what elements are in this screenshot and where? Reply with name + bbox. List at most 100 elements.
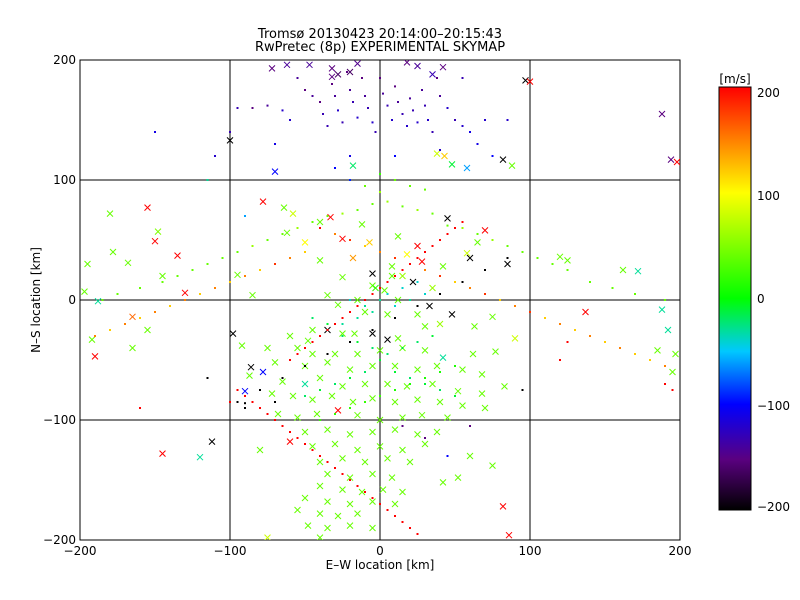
data-point-dot [386,509,389,511]
data-point-cross [306,61,313,69]
data-point-cross [289,392,297,400]
data-point-cross [394,296,402,304]
data-point-dot [559,359,561,361]
data-point-dot [364,491,366,493]
data-point-dot [337,109,339,112]
data-point-dot [346,71,348,73]
data-point-dot [281,233,284,235]
data-point-dot [499,299,501,301]
data-point-cross [399,488,406,496]
data-point-dot [559,323,561,325]
data-point-dot [326,353,329,355]
data-point-cross [505,531,513,539]
data-point-dot [371,311,374,313]
data-point-cross [349,398,357,406]
data-point-cross [324,426,331,433]
data-point-cross [436,320,444,328]
data-point-cross [328,65,336,72]
data-point-dot [206,377,209,379]
data-point-dot [454,227,456,229]
data-point-dot [139,407,141,409]
data-point-dot [274,419,276,421]
data-point-dot [409,185,411,187]
data-point-dot [311,317,314,319]
data-point-cross [481,227,489,234]
data-point-cross [304,522,312,529]
data-point-cross [369,498,376,505]
data-point-dot [289,119,291,121]
data-point-cross [129,313,136,321]
data-point-cross [328,392,336,400]
data-point-cross [324,498,331,505]
data-point-dot [394,275,396,277]
data-point-dot [664,299,666,301]
data-point-dot [491,155,494,157]
data-point-dot [341,323,344,325]
data-point-cross [426,302,433,310]
data-point-cross [154,228,162,235]
data-point-dot [304,365,306,367]
data-point-dot [371,121,374,124]
colorbar-gradient [718,86,752,511]
data-point-cross [414,62,421,70]
data-point-dot [461,281,464,283]
data-point-dot [236,401,239,403]
data-point-cross [358,221,366,228]
data-point-cross [672,350,679,358]
data-point-cross [316,510,324,517]
data-point-cross [324,524,331,532]
data-point-cross [301,428,309,436]
data-point-dot [427,119,429,121]
data-point-dot [446,107,449,109]
colorbar-ticks: 200 100 0 −100 −200 [757,86,790,514]
data-point-dot [251,107,254,109]
data-point-dot [356,341,359,343]
data-point-cross [664,326,672,334]
data-point-cross [384,336,391,343]
data-point-cross [463,164,471,172]
data-point-dot [206,179,209,181]
data-point-dot [634,293,636,295]
data-point-cross [406,458,414,466]
data-point-cross [418,411,426,419]
data-point-dot [394,305,396,307]
data-point-cross [246,372,253,379]
data-point-dot [439,293,441,295]
y-tick-label: 200 [53,53,76,67]
plot-area [79,59,681,541]
data-point-cross [346,431,354,438]
data-point-dot [214,287,216,289]
data-point-dot [391,119,393,121]
data-point-dot [319,227,321,229]
data-point-cross [582,308,589,316]
data-point-cross [369,524,376,532]
data-point-cross [429,71,436,78]
x-tick-label: 100 [519,544,542,558]
data-point-cross [414,396,421,403]
data-point-dot [139,317,141,319]
data-point-dot [424,188,426,191]
data-point-dot [236,389,239,391]
data-point-cross [264,534,271,540]
data-point-dot [431,212,434,215]
data-point-cross [316,257,324,264]
data-point-cross [151,237,159,245]
data-points [81,60,680,540]
data-point-cross [324,291,331,299]
data-point-dot [229,131,231,133]
data-point-dot [206,263,209,265]
data-point-cross [354,60,361,67]
data-point-cross [433,362,441,370]
colorbar-tick-label: −200 [757,500,790,514]
data-point-cross [339,235,346,243]
data-point-cross [667,156,675,163]
data-point-dot [109,329,111,331]
data-point-cross [346,474,354,481]
data-point-dot [386,200,389,203]
data-point-cross [634,267,642,275]
data-point-dot [416,209,419,211]
data-point-dot [244,275,246,277]
data-point-cross [226,137,234,144]
data-point-cross [268,390,276,397]
data-point-cross [673,158,680,166]
